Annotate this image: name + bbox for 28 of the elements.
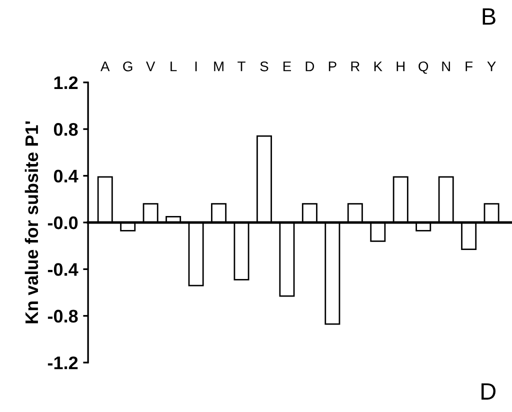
x-tick-label: V (146, 62, 156, 72)
text: D (482, 383, 496, 400)
x-tick-label: N (442, 62, 450, 72)
x-tick-label: M (214, 62, 224, 72)
y-tick-label: 0.4 (54, 170, 78, 183)
x-tick-label: L (170, 62, 177, 72)
text: B (482, 8, 496, 25)
x-tick-label: S (260, 61, 268, 72)
x-tick-label: D (306, 62, 314, 72)
x-tick-label: P (328, 62, 336, 72)
x-tick-label: A (100, 62, 110, 72)
y-tick-label: -0.0 (48, 216, 78, 230)
x-tick-label: Y (487, 62, 496, 72)
y-tick-label: -1.2 (48, 356, 78, 370)
x-tick-label: H (396, 62, 404, 72)
x-tick-label: I (195, 62, 197, 72)
x-tick-label: T (238, 62, 246, 72)
x-tick-label: F (466, 62, 472, 72)
x-tick-label: E (283, 62, 291, 72)
y-tick-label: 1.2 (54, 76, 78, 89)
x-tick-label: Q (418, 61, 428, 74)
y-tick-label: -0.4 (48, 263, 78, 276)
y-tick-label: -0.8 (48, 310, 78, 323)
y-tick-label: 0.8 (54, 123, 78, 136)
x-tick-label: K (374, 62, 382, 72)
x-tick-label: G (123, 61, 132, 72)
x-tick-label: R (351, 62, 360, 72)
y-axis-title: Kn value for subsite P1' (24, 121, 38, 324)
